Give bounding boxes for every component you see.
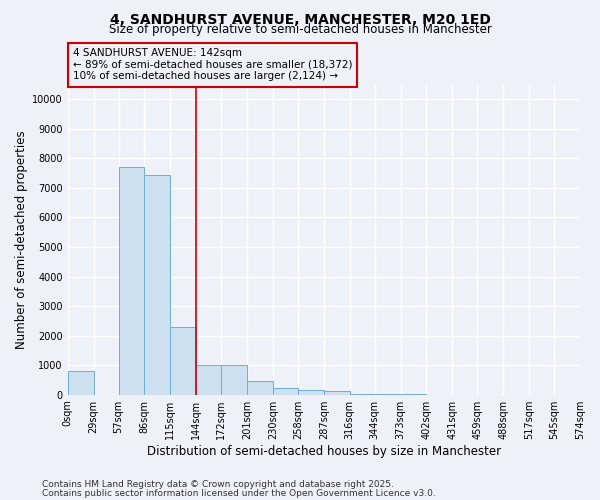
Text: Contains public sector information licensed under the Open Government Licence v3: Contains public sector information licen… [42,488,436,498]
Text: 4, SANDHURST AVENUE, MANCHESTER, M20 1ED: 4, SANDHURST AVENUE, MANCHESTER, M20 1ED [110,12,490,26]
Y-axis label: Number of semi-detached properties: Number of semi-detached properties [15,130,28,349]
Text: Contains HM Land Registry data © Crown copyright and database right 2025.: Contains HM Land Registry data © Crown c… [42,480,394,489]
Bar [324,392,350,394]
Bar [145,174,170,394]
Bar [196,365,221,394]
Text: Size of property relative to semi-detached houses in Manchester: Size of property relative to semi-detach… [109,22,491,36]
Bar [298,390,324,394]
Bar [273,388,298,394]
Bar [247,382,273,394]
Bar [68,371,94,394]
Bar [119,168,145,394]
Text: 4 SANDHURST AVENUE: 142sqm
← 89% of semi-detached houses are smaller (18,372)
10: 4 SANDHURST AVENUE: 142sqm ← 89% of semi… [73,48,352,82]
X-axis label: Distribution of semi-detached houses by size in Manchester: Distribution of semi-detached houses by … [147,444,501,458]
Bar [170,327,196,394]
Bar [221,365,247,394]
